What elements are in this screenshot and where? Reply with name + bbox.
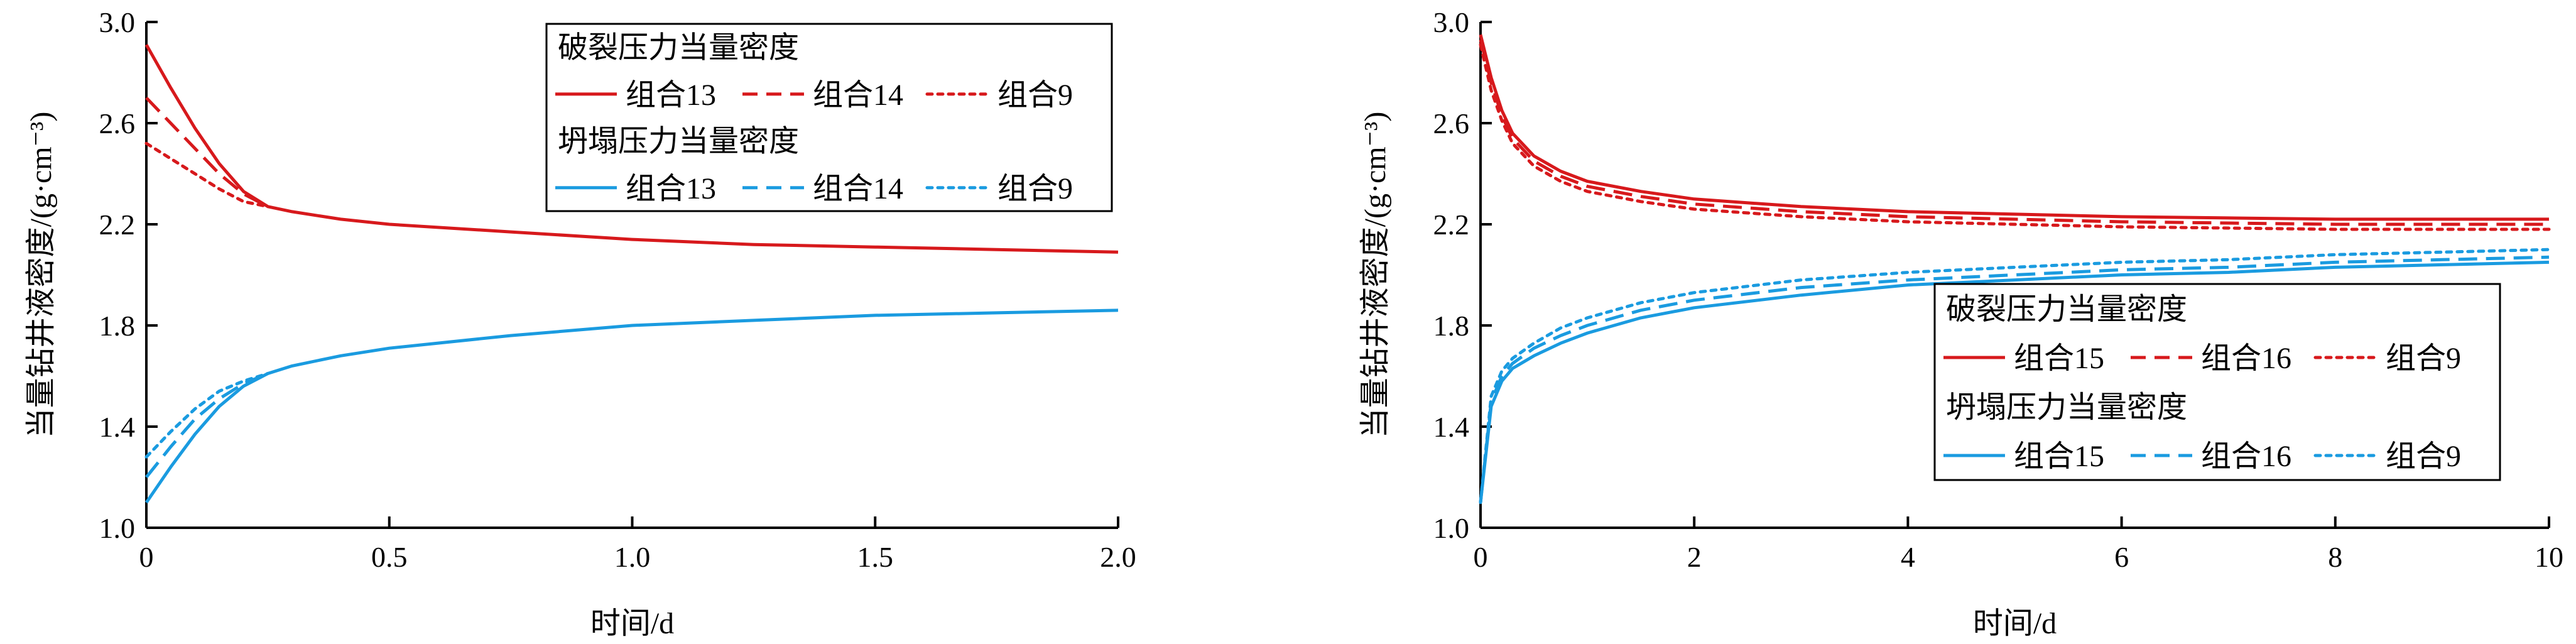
- series-line-4: [1479, 260, 2550, 503]
- chart-panel-1: 1.0 1.4 1.8 2.2 2.6 3.0 0 0.5 1.0 1.5 2.0 时间/d 当量钻井液…: [24, 6, 1136, 640]
- y-tick-label: 1.4: [99, 411, 136, 443]
- y-tick-label: 1.4: [1433, 411, 1470, 443]
- legend-entry-label: 组合14: [813, 172, 903, 205]
- y-tick-label: 3.0: [1433, 6, 1470, 38]
- series-line-4: [144, 308, 1119, 504]
- series-line-3: [144, 141, 269, 209]
- series-line-2: [145, 96, 269, 209]
- x-tick-label: 4: [1901, 541, 1915, 573]
- y-tick-label: 2.6: [99, 107, 136, 139]
- y-tick-label: 1.0: [1433, 512, 1470, 544]
- series-line-6: [144, 372, 269, 459]
- y-tick-label: 1.8: [99, 310, 136, 342]
- series-line-1: [144, 43, 1119, 254]
- y-tick-label: 2.6: [1433, 107, 1470, 139]
- y-tick-label: 1.0: [99, 512, 136, 544]
- legend-entry-label: 组合9: [997, 79, 1073, 112]
- x-tick-label: 0: [139, 541, 154, 573]
- legend-entry-label: 组合16: [2201, 440, 2291, 473]
- legend-group-title: 破裂压力当量密度: [558, 31, 799, 65]
- legend-entry-label: 组合9: [997, 172, 1073, 205]
- legend-box: [545, 23, 1113, 212]
- series-line-1: [1479, 34, 2549, 221]
- x-tick-label: 0.5: [371, 541, 408, 573]
- x-tick-label: 2: [1687, 541, 1702, 573]
- y-tick-label: 2.2: [1433, 209, 1470, 241]
- x-axis-title: 时间/d: [1973, 607, 2057, 640]
- legend-entry-label: 组合15: [2014, 342, 2104, 375]
- series-line-3: [1479, 43, 2551, 231]
- x-tick-label: 8: [2328, 541, 2342, 573]
- legend-entry-label: 组合9: [2386, 342, 2461, 375]
- legend-entry-label: 组合9: [2386, 440, 2461, 473]
- y-axis-title: 当量钻井液密度/(g·cm⁻³): [1359, 112, 1392, 439]
- legend-group-title: 破裂压力当量密度: [1946, 293, 2187, 326]
- x-axis-title: 时间/d: [590, 607, 674, 640]
- legend-group-title: 坍塌压力当量密度: [558, 125, 799, 158]
- legend-entry-label: 组合16: [2201, 342, 2291, 375]
- x-tick-label: 2.0: [1100, 541, 1136, 573]
- x-tick-label: 0: [1474, 541, 1488, 573]
- series-line-2: [1479, 39, 2549, 226]
- legend-entry-label: 组合14: [813, 79, 903, 112]
- series-line-6: [1479, 248, 2551, 505]
- y-tick-label: 3.0: [99, 6, 136, 38]
- legend-group-title: 坍塌压力当量密度: [1946, 391, 2187, 424]
- x-tick-label: 6: [2114, 541, 2129, 573]
- series-line-5: [145, 372, 269, 479]
- series-line-5: [1479, 255, 2550, 503]
- y-axis-title: 当量钻井液密度/(g·cm⁻³): [24, 112, 58, 439]
- x-tick-label: 1.5: [857, 541, 894, 573]
- chart-panel-2: 1.0 1.4 1.8 2.2 2.6 3.0 0 2 4 6 8 10 时间/d 当量钻井液密度/(g·…: [1359, 6, 2563, 640]
- legend-box: [1933, 283, 2501, 481]
- x-tick-label: 10: [2535, 541, 2563, 573]
- legend-entry-label: 组合15: [2014, 440, 2104, 473]
- x-tick-label: 1.0: [614, 541, 651, 573]
- y-tick-label: 1.8: [1433, 310, 1470, 342]
- legend-entry-label: 组合13: [626, 172, 716, 205]
- y-tick-label: 2.2: [99, 209, 136, 241]
- legend-entry-label: 组合13: [626, 79, 716, 112]
